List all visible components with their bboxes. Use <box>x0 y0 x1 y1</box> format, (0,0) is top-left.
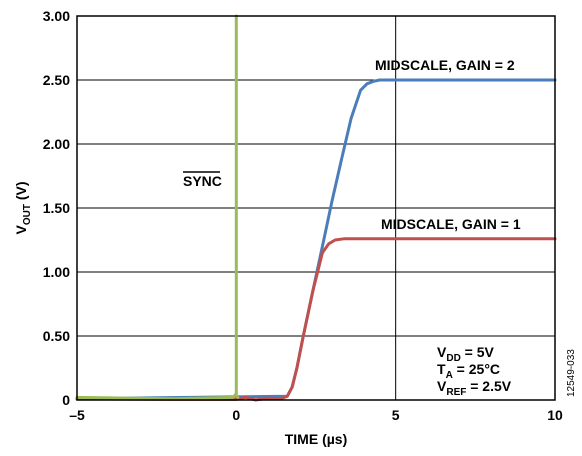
label-sync: SYNC <box>183 173 222 189</box>
y-tick-label: 1.50 <box>43 200 70 216</box>
series-layer <box>75 14 557 402</box>
figure-id: 12549-033 <box>566 349 577 397</box>
label-vref: VREF = 2.5V <box>437 378 512 398</box>
plot-frame <box>76 15 556 401</box>
y-tick-label: 0.50 <box>43 328 70 344</box>
y-axis-title: VOUT (V) <box>13 181 33 234</box>
y-tick-label: 1.00 <box>43 264 70 280</box>
tick-labels: 00.501.001.502.002.503.00–5 0 5 10 <box>43 8 563 423</box>
grid <box>77 16 555 400</box>
y-tick-label: 2.00 <box>43 136 70 152</box>
x-tick-label: 0 <box>232 407 240 423</box>
series-line-sync <box>75 14 240 401</box>
y-tick-label: 0 <box>62 392 70 408</box>
x-tick-label: –5 <box>69 407 85 423</box>
x-tick-label: 5 <box>392 407 400 423</box>
x-axis-title: TIME (µs) <box>285 431 348 447</box>
y-tick-label: 3.00 <box>43 8 70 24</box>
label-ta: TA = 25°C <box>437 361 500 381</box>
label-gain-2: MIDSCALE, GAIN = 2 <box>375 57 515 73</box>
label-gain-1: MIDSCALE, GAIN = 1 <box>381 216 521 232</box>
series-line-midscale-gain-1 <box>75 237 557 402</box>
x-tick-label: 10 <box>547 407 563 423</box>
label-vdd: VDD = 5V <box>437 344 495 364</box>
y-tick-label: 2.50 <box>43 72 70 88</box>
